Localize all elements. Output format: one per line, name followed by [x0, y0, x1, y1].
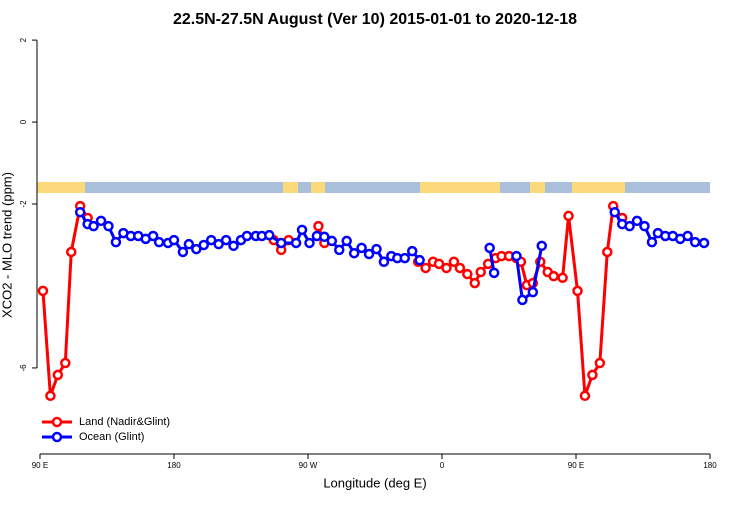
- data-point: [88, 220, 99, 232]
- data-point: [587, 369, 598, 381]
- data-point: [609, 206, 620, 218]
- data-point: [631, 215, 643, 227]
- data-point: [441, 262, 452, 274]
- data-point: [517, 294, 528, 306]
- data-point: [52, 369, 64, 381]
- data-point: [65, 246, 77, 258]
- data-point: [37, 285, 49, 297]
- data-point: [624, 220, 635, 232]
- data-point: [213, 238, 224, 250]
- data-point: [594, 357, 606, 369]
- data-point: [363, 248, 375, 260]
- data-point: [275, 237, 287, 249]
- data-point: [475, 266, 486, 278]
- data-point: [95, 215, 107, 227]
- data-point: [110, 236, 122, 248]
- data-point: [414, 254, 425, 266]
- legend-label: Land (Nadir&Glint): [79, 416, 170, 428]
- data-point: [205, 234, 217, 246]
- data-point: [296, 224, 308, 236]
- x-axis-label: Longitude (deg E): [323, 475, 426, 490]
- y-tick-label: -6: [19, 364, 28, 372]
- data-point: [454, 262, 466, 274]
- data-point: [326, 235, 338, 247]
- x-tick-label: 90 E: [568, 461, 584, 470]
- data-point: [557, 272, 568, 284]
- legend-marker: [51, 416, 63, 428]
- legend-label: Ocean (Glint): [79, 431, 144, 443]
- data-point: [177, 246, 189, 258]
- legend-marker: [51, 431, 63, 443]
- data-point: [356, 242, 367, 254]
- data-point: [488, 267, 500, 279]
- series-line: [514, 245, 544, 302]
- data-point: [168, 234, 180, 246]
- data-point: [639, 220, 650, 232]
- x-tick-label: 0: [440, 461, 445, 470]
- data-point: [371, 243, 382, 255]
- data-point: [319, 231, 330, 243]
- data-point: [348, 247, 360, 259]
- data-point: [228, 240, 239, 252]
- data-point: [579, 390, 591, 402]
- data-point: [220, 234, 232, 246]
- map-strip: [37, 182, 710, 193]
- data-point: [602, 246, 613, 258]
- data-point: [198, 239, 210, 251]
- y-tick-label: 2: [19, 37, 28, 42]
- data-point: [378, 256, 390, 268]
- data-point: [536, 240, 548, 252]
- data-point: [448, 256, 460, 268]
- y-tick-label: 0: [19, 119, 28, 124]
- data-point: [433, 258, 445, 270]
- data-point: [469, 277, 481, 289]
- data-point: [304, 237, 315, 249]
- data-point: [241, 230, 253, 242]
- data-point: [399, 252, 411, 264]
- data-point: [527, 286, 539, 298]
- data-point: [153, 236, 165, 248]
- data-point: [290, 237, 302, 249]
- data-point: [264, 229, 275, 241]
- data-point: [60, 357, 71, 369]
- data-point: [572, 285, 583, 297]
- data-point: [548, 270, 559, 282]
- data-point: [334, 244, 345, 256]
- chart-title: 22.5N-27.5N August (Ver 10) 2015-01-01 t…: [173, 11, 577, 28]
- y-tick-label: -2: [19, 200, 28, 208]
- data-point: [147, 230, 159, 242]
- data-point: [406, 245, 418, 257]
- data-point: [698, 237, 710, 249]
- data-point: [484, 242, 495, 254]
- x-tick-label: 90 E: [32, 461, 48, 470]
- data-point: [45, 390, 56, 402]
- data-point: [563, 210, 574, 222]
- data-point: [420, 262, 431, 274]
- data-point: [191, 243, 202, 255]
- data-point: [646, 236, 658, 248]
- data-point: [462, 268, 473, 280]
- data-point: [682, 230, 693, 242]
- data-point: [341, 235, 352, 247]
- data-point: [183, 238, 195, 250]
- y-axis-label: XCO2 - MLO trend (ppm): [0, 172, 14, 318]
- data-point: [313, 220, 324, 232]
- x-tick-label: 90 W: [299, 461, 318, 470]
- data-point: [511, 250, 522, 262]
- data-point: [74, 206, 86, 218]
- x-tick-label: 180: [703, 461, 717, 470]
- data-point: [103, 220, 114, 232]
- data-point: [689, 236, 701, 248]
- x-tick-label: 180: [167, 461, 181, 470]
